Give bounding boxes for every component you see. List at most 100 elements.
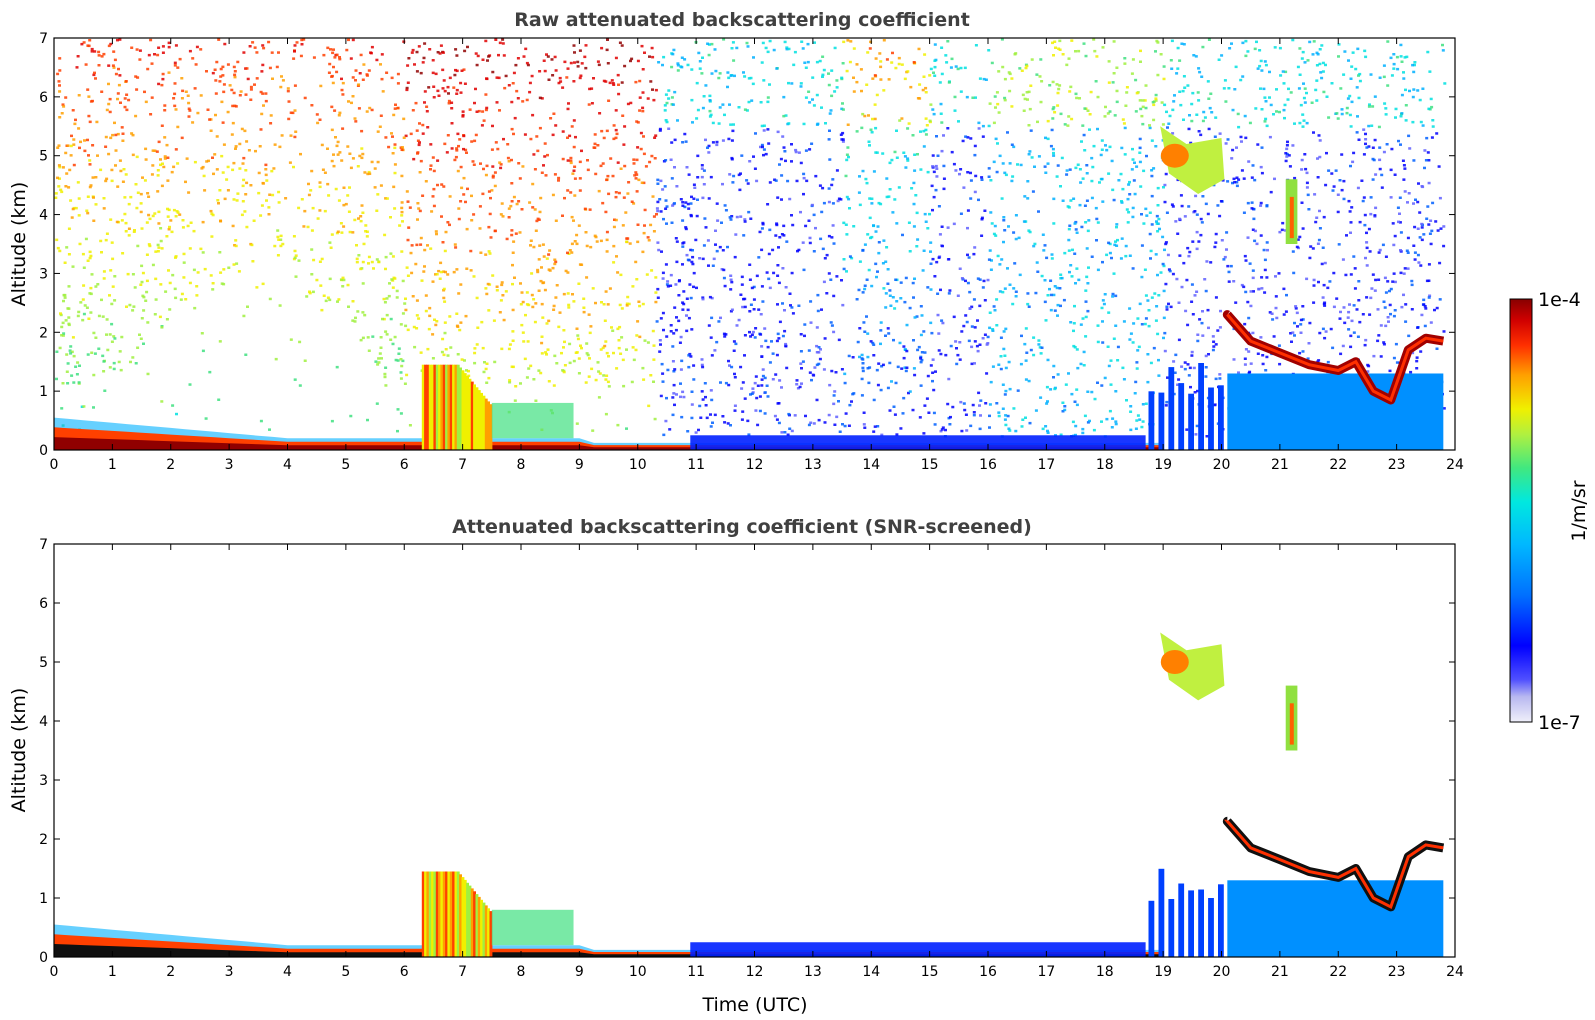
noise-pixel xyxy=(86,138,89,142)
noise-pixel xyxy=(476,54,480,58)
noise-pixel xyxy=(384,136,388,139)
noise-pixel xyxy=(615,367,619,370)
noise-pixel xyxy=(213,68,217,71)
noise-pixel xyxy=(1389,56,1393,60)
noise-pixel xyxy=(862,411,866,414)
noise-pixel xyxy=(70,350,74,354)
noise-pixel xyxy=(807,349,811,352)
noise-pixel xyxy=(1371,105,1375,108)
noise-pixel xyxy=(312,56,316,59)
noise-pixel xyxy=(113,58,117,62)
noise-pixel xyxy=(413,63,416,66)
noise-pixel xyxy=(698,67,702,70)
noise-pixel xyxy=(1178,254,1182,257)
noise-pixel xyxy=(1248,370,1252,374)
noise-pixel xyxy=(1338,317,1342,320)
noise-pixel xyxy=(944,428,947,432)
noise-pixel xyxy=(973,340,977,343)
noise-pixel xyxy=(160,184,164,188)
noise-pixel xyxy=(709,389,713,392)
noise-pixel xyxy=(810,142,814,145)
noise-pixel xyxy=(1188,250,1192,254)
noise-pixel xyxy=(341,93,345,96)
noise-pixel xyxy=(660,362,664,366)
noise-pixel xyxy=(118,74,122,77)
noise-pixel xyxy=(692,197,696,200)
noise-pixel xyxy=(758,409,762,413)
noise-pixel xyxy=(520,208,524,211)
noise-pixel xyxy=(888,161,892,165)
noise-pixel xyxy=(446,134,450,137)
noise-pixel xyxy=(1046,162,1050,165)
noise-pixel xyxy=(652,380,655,383)
noise-pixel xyxy=(347,305,350,308)
noise-pixel xyxy=(799,362,803,365)
noise-pixel xyxy=(1326,286,1330,290)
noise-pixel xyxy=(1069,264,1073,267)
noise-pixel xyxy=(686,430,690,433)
noise-pixel xyxy=(335,70,339,74)
noise-pixel xyxy=(665,396,668,400)
noise-pixel xyxy=(625,304,629,307)
noise-pixel xyxy=(530,293,534,297)
noise-pixel xyxy=(174,296,178,300)
noise-pixel xyxy=(1312,301,1316,304)
noise-pixel xyxy=(188,109,192,112)
noise-pixel xyxy=(507,216,511,219)
noise-pixel xyxy=(1154,50,1157,53)
noise-pixel xyxy=(150,173,154,176)
noise-pixel xyxy=(446,221,450,224)
noise-pixel xyxy=(102,270,106,273)
noise-pixel xyxy=(843,424,847,428)
noise-pixel xyxy=(1384,255,1388,258)
noise-pixel xyxy=(959,90,963,93)
noise-pixel xyxy=(803,323,807,326)
noise-pixel xyxy=(753,381,757,385)
noise-pixel xyxy=(762,148,766,151)
noise-pixel xyxy=(641,109,645,113)
noise-pixel xyxy=(511,365,515,369)
noise-pixel xyxy=(1387,320,1390,323)
noise-pixel xyxy=(938,81,942,84)
noise-pixel xyxy=(459,321,463,324)
noise-pixel xyxy=(828,383,832,387)
noise-pixel xyxy=(871,117,874,121)
noise-pixel xyxy=(448,195,452,198)
noise-pixel xyxy=(621,224,625,227)
noise-pixel xyxy=(1231,148,1235,152)
noise-pixel xyxy=(1281,221,1285,225)
noise-pixel xyxy=(866,367,870,370)
noise-pixel xyxy=(100,90,104,93)
noise-pixel xyxy=(1404,104,1408,107)
noise-pixel xyxy=(1299,318,1303,322)
noise-pixel xyxy=(1402,77,1406,80)
noise-pixel xyxy=(800,382,803,385)
noise-pixel xyxy=(1390,147,1394,151)
noise-pixel xyxy=(718,72,722,75)
noise-pixel xyxy=(1089,90,1093,94)
noise-pixel xyxy=(115,220,119,224)
noise-pixel xyxy=(978,304,982,308)
noise-pixel xyxy=(1421,87,1425,90)
noise-pixel xyxy=(942,134,945,137)
noise-pixel xyxy=(822,201,826,205)
noise-pixel xyxy=(584,44,588,47)
noise-pixel xyxy=(777,246,780,249)
noise-pixel xyxy=(359,215,363,218)
noise-pixel xyxy=(754,409,758,412)
noise-pixel xyxy=(1252,217,1256,221)
noise-pixel xyxy=(882,39,886,42)
noise-pixel xyxy=(796,387,800,390)
noise-pixel xyxy=(841,423,844,426)
noise-pixel xyxy=(491,274,495,277)
noise-pixel xyxy=(568,249,572,252)
noise-pixel xyxy=(1346,316,1350,319)
noise-pixel xyxy=(72,163,76,167)
noise-pixel xyxy=(529,364,533,368)
noise-pixel xyxy=(286,87,290,90)
noise-pixel xyxy=(900,117,904,120)
noise-pixel xyxy=(429,247,433,250)
noise-pixel xyxy=(1316,176,1320,179)
noise-pixel xyxy=(207,159,210,163)
noise-pixel xyxy=(379,63,382,66)
